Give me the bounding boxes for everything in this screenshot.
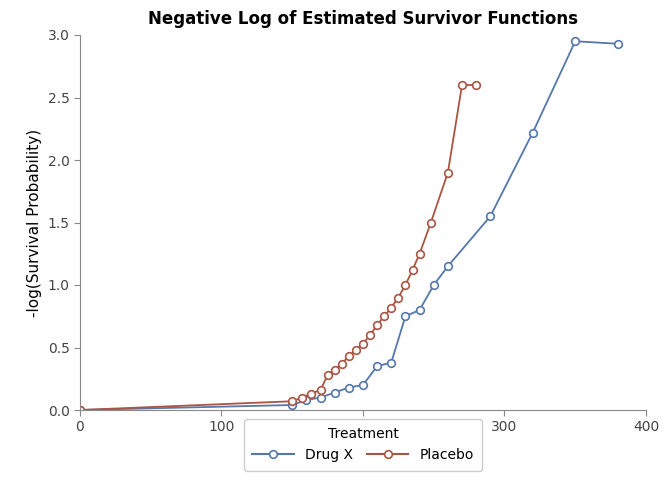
Title: Negative Log of Estimated Survivor Functions: Negative Log of Estimated Survivor Funct… <box>148 10 578 28</box>
X-axis label: Days: Days <box>344 440 382 455</box>
Legend: Drug X, Placebo: Drug X, Placebo <box>244 419 482 470</box>
Y-axis label: -log(Survival Probability): -log(Survival Probability) <box>27 128 42 316</box>
